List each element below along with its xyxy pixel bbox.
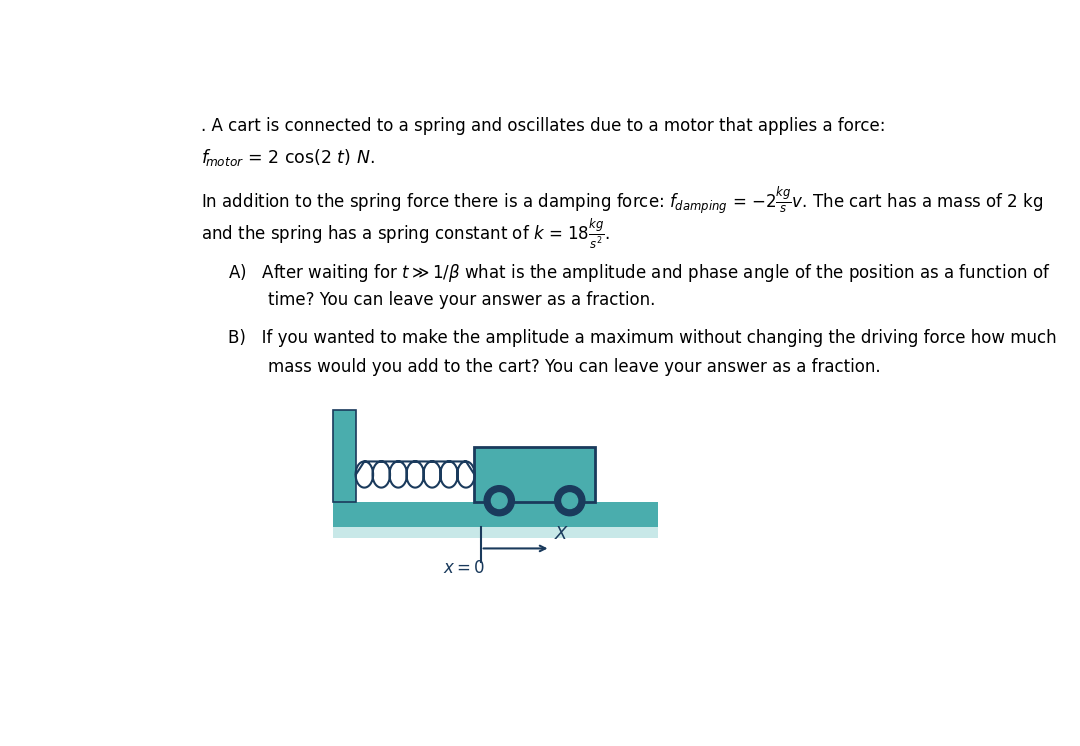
Bar (333, 527, 658, 538)
Bar (333, 502, 658, 527)
Circle shape (562, 493, 578, 509)
Circle shape (484, 486, 514, 515)
Text: B)   If you wanted to make the amplitude a maximum without changing the driving : B) If you wanted to make the amplitude a… (228, 329, 1056, 347)
Bar (474, 447, 595, 502)
Text: time? You can leave your answer as a fraction.: time? You can leave your answer as a fra… (268, 291, 656, 310)
Text: and the spring has a spring constant of $k$ = 18$\frac{\mathit{kg}}{\mathit{s}^2: and the spring has a spring constant of … (201, 217, 610, 251)
Text: A)   After waiting for $t \gg 1/\beta$ what is the amplitude and phase angle of : A) After waiting for $t \gg 1/\beta$ wha… (228, 262, 1051, 284)
Bar (333, 410, 356, 502)
Text: . A cart is connected to a spring and oscillates due to a motor that applies a f: . A cart is connected to a spring and os… (201, 117, 886, 135)
Text: mass would you add to the cart? You can leave your answer as a fraction.: mass would you add to the cart? You can … (268, 358, 881, 376)
Text: $X$: $X$ (554, 525, 569, 543)
Circle shape (555, 486, 585, 515)
Text: $x = 0$: $x = 0$ (444, 560, 486, 577)
Circle shape (491, 493, 508, 509)
Text: In addition to the spring force there is a damping force: $f_{\mathit{damping}}$: In addition to the spring force there is… (201, 185, 1043, 216)
Text: $f_{\!\mathit{motor}}$ = 2 cos(2 $t$) $N$.: $f_{\!\mathit{motor}}$ = 2 cos(2 $t$) $N… (201, 146, 375, 168)
